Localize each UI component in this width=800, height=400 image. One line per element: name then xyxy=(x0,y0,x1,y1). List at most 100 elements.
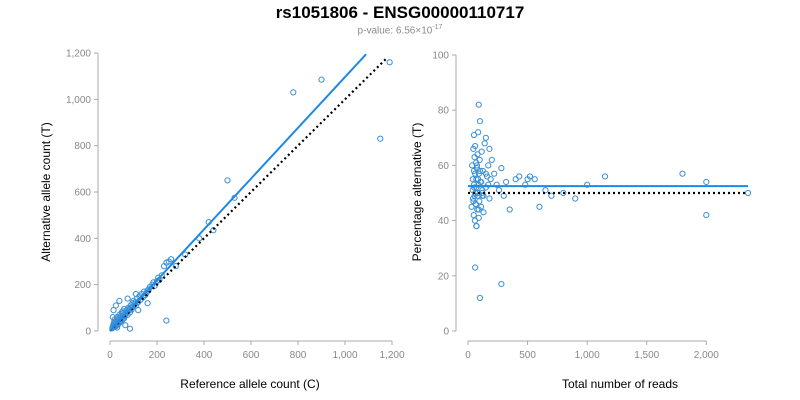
right-data-point xyxy=(472,264,479,271)
right-data-point xyxy=(498,280,505,288)
left-data-point xyxy=(122,322,129,329)
right-data-point xyxy=(526,173,534,180)
right-y-tick-label: 0 xyxy=(443,327,449,338)
right-data-point xyxy=(476,167,484,175)
left-data-point xyxy=(224,177,231,184)
right-data-point xyxy=(536,203,543,210)
right-x-tick-label: 500 xyxy=(519,350,536,361)
right-data-point xyxy=(475,214,482,221)
left-data-point xyxy=(126,325,134,332)
left-x-tick-label: 800 xyxy=(290,350,307,361)
left-y-tick-label: 1,000 xyxy=(66,95,91,106)
right-data-point xyxy=(478,178,485,186)
right-data-point xyxy=(476,156,483,163)
right-data-point xyxy=(703,211,710,219)
left-data-point xyxy=(116,297,123,304)
left-x-axis-label: Reference allele count (C) xyxy=(180,377,319,391)
left-data-point xyxy=(112,302,119,309)
right-y-tick-label: 40 xyxy=(438,216,450,227)
right-x-tick-label: 1,000 xyxy=(575,350,600,361)
left-y-tick-label: 1,200 xyxy=(66,49,91,60)
right-x-axis-label: Total number of reads xyxy=(562,377,678,391)
right-data-point xyxy=(474,151,481,158)
left-data-point xyxy=(110,307,117,314)
right-data-point xyxy=(498,165,505,172)
right-axes: 0 20 40 60 80 100 0 500 1,000 1,500 2,000 xyxy=(432,51,719,362)
right-data-point xyxy=(475,101,482,108)
left-axes: 0 200 400 600 800 1,000 1,200 0 200 400 600 800 1,00… xyxy=(66,49,405,362)
right-data-point xyxy=(475,206,482,213)
right-data-point xyxy=(472,142,479,150)
right-data-point xyxy=(474,192,481,199)
left-data-point xyxy=(377,135,384,142)
left-data-point xyxy=(163,317,170,324)
right-data-point xyxy=(506,206,513,213)
right-data-point xyxy=(473,162,481,169)
right-data-point xyxy=(744,189,752,197)
right-data-point xyxy=(512,176,519,183)
right-data-point xyxy=(476,118,484,125)
right-data-point xyxy=(472,200,479,208)
left-data-point xyxy=(119,308,127,315)
p-value-text: p-value: 6.56×10 xyxy=(357,25,433,37)
right-data-point xyxy=(493,181,500,188)
right-data-point xyxy=(679,170,686,177)
right-data-point xyxy=(479,192,486,199)
right-data-point xyxy=(516,173,523,180)
right-data-point xyxy=(468,203,475,210)
right-data-point xyxy=(482,134,489,141)
right-data-point xyxy=(542,187,549,194)
right-data-point xyxy=(488,156,495,163)
left-data-point xyxy=(144,300,151,307)
p-value-exponent: -17 xyxy=(432,24,443,31)
right-data-point xyxy=(473,184,480,191)
right-data-point xyxy=(482,170,489,177)
right-data-point xyxy=(475,129,482,136)
right-data-point xyxy=(531,176,538,183)
left-x-tick-label: 400 xyxy=(196,350,213,361)
right-data-point xyxy=(470,211,477,219)
right-x-tick-label: 1,500 xyxy=(634,350,659,361)
right-data-point xyxy=(472,170,479,177)
right-data-point xyxy=(703,178,710,186)
right-data-point xyxy=(548,192,555,199)
left-y-tick-label: 800 xyxy=(74,141,91,152)
left-data-point xyxy=(386,59,393,66)
right-data-point xyxy=(480,209,487,216)
right-data-point xyxy=(476,294,484,301)
right-data-point xyxy=(476,198,483,205)
right-data-point xyxy=(584,181,591,188)
left-data-point xyxy=(172,263,179,270)
right-data-point xyxy=(486,195,493,202)
left-y-tick-label: 600 xyxy=(74,188,91,199)
left-y-tick-label: 0 xyxy=(85,327,91,338)
left-data-point xyxy=(158,272,165,279)
left-data-point xyxy=(135,307,142,314)
left-data-point xyxy=(290,89,297,96)
right-data-point xyxy=(481,140,488,147)
left-x-tick-label: 1,200 xyxy=(379,350,404,361)
right-data-point xyxy=(601,173,609,180)
right-data-point xyxy=(473,176,480,183)
left-y-axis-label: Alternative allele count (T) xyxy=(39,122,53,261)
left-x-tick-label: 600 xyxy=(243,350,260,361)
right-points xyxy=(468,101,752,301)
left-lines xyxy=(109,53,387,332)
right-y-tick-label: 80 xyxy=(438,106,450,117)
left-data-point xyxy=(124,295,131,302)
right-data-point xyxy=(572,195,579,202)
right-data-point xyxy=(486,145,493,152)
left-data-point xyxy=(168,256,175,263)
left-x-tick-label: 1,000 xyxy=(332,350,357,361)
left-data-point xyxy=(132,290,139,298)
left-y-tick-label: 400 xyxy=(74,234,91,245)
right-y-tick-label: 60 xyxy=(438,161,450,172)
right-data-point xyxy=(522,181,529,188)
right-data-point xyxy=(485,181,492,188)
left-fit-line xyxy=(109,53,367,332)
right-data-point xyxy=(560,189,567,197)
right-y-tick-label: 100 xyxy=(432,51,449,62)
left-data-point xyxy=(318,76,325,83)
